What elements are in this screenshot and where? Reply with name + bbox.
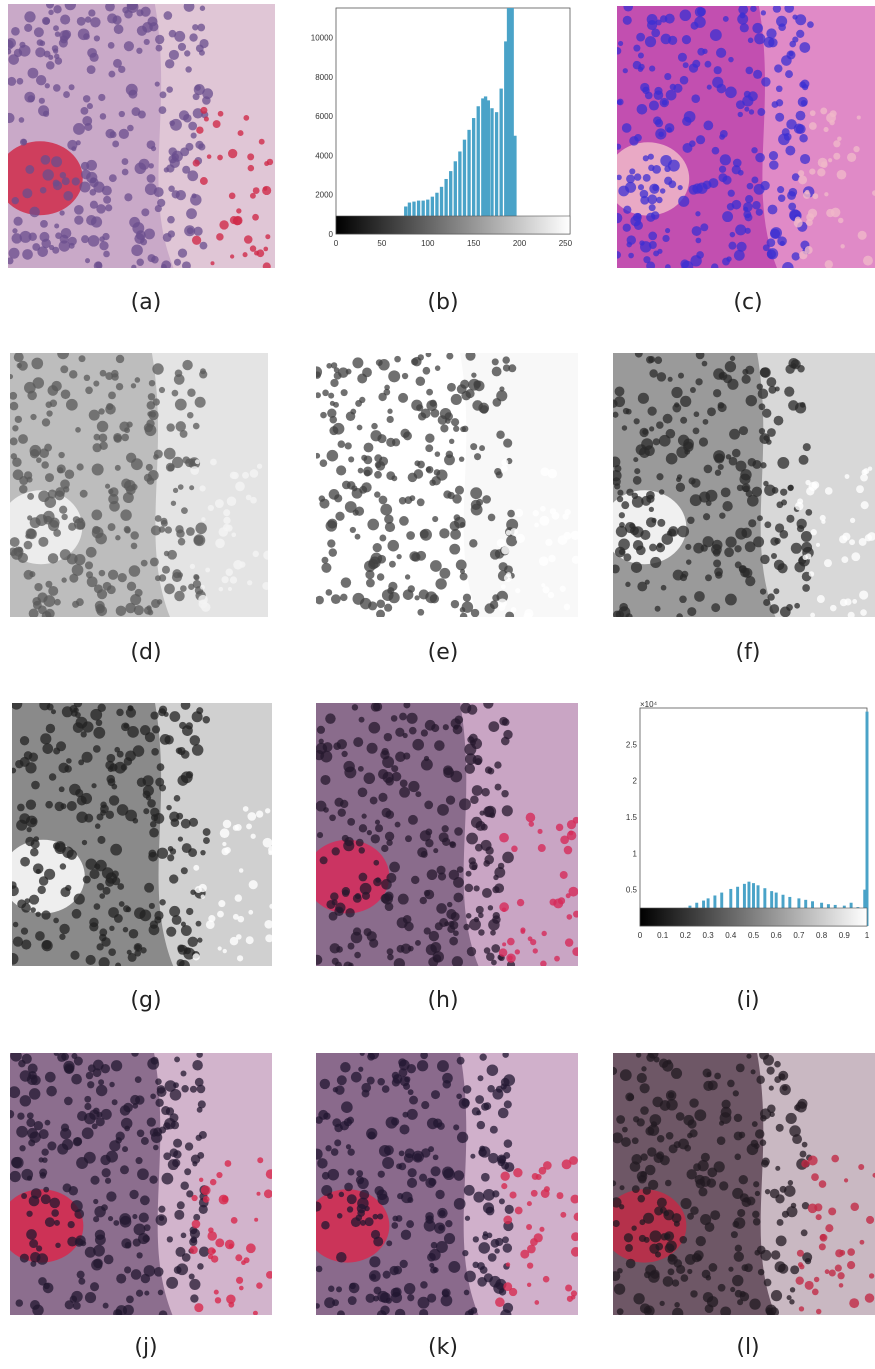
x-tick-label: 0 [638,931,643,940]
tissue-texture [613,1053,875,1315]
tissue-texture [10,1053,272,1315]
y-tick-label: 0 [329,230,334,239]
panel-l-image [613,1053,875,1315]
tissue-texture [316,353,578,617]
histogram-bar [444,178,448,234]
x-tick-label: 0 [334,239,339,248]
histogram-bar [476,106,480,234]
panel-g-image [12,703,272,966]
histogram-bar [486,100,490,234]
y-tick-label: 2000 [315,191,333,200]
histogram-bar [430,196,435,234]
caption-j: (j) [134,1335,158,1360]
panel-d-image [10,353,268,617]
histogram-bar [490,108,494,234]
x-tick-label: 0.7 [793,931,805,940]
caption-a: (a) [130,290,162,315]
caption-d: (d) [130,640,162,665]
histogram-bar [462,139,467,234]
x-tick-label: 200 [513,239,527,248]
histogram-bar [510,8,514,234]
tissue-texture [10,353,268,617]
caption-e: (e) [427,640,459,665]
y-tick-label: 6000 [315,112,333,121]
caption-i: (i) [736,988,760,1013]
panel-h-image [316,703,578,966]
histogram-bar [865,711,869,926]
histogram-bar [506,8,511,234]
x-tick-label: 150 [467,239,481,248]
panel-j-image [10,1053,272,1315]
grayscale-colorbar [639,907,868,927]
histogram-bar [508,8,513,234]
panel-b-histogram: 0 50 100 150 200 250 0 2000 4000 6000 8000 10000 [308,0,578,278]
caption-l: (l) [736,1335,760,1360]
y-tick-label: 0.5 [626,886,638,895]
tissue-texture [316,703,578,966]
histogram-bar [481,98,485,235]
y-tick-label: 10000 [311,33,334,42]
y-tick-label: 8000 [315,73,333,82]
histogram-bar [453,161,457,234]
panel-a-image [8,4,275,268]
y-tick-label: 2 [633,777,638,786]
grayscale-colorbar [335,215,571,235]
histogram-bar [756,885,760,926]
x-tick-label: 0.9 [839,931,851,940]
panel-f-image [613,353,875,617]
y-tick-label: 1.5 [626,813,638,822]
x-tick-label: 0.3 [703,931,715,940]
histogram-bar [504,41,508,235]
tissue-texture [12,703,272,966]
x-tick-label: 0.1 [657,931,669,940]
histogram-bar [449,171,453,234]
y-tick-label: 1 [633,849,638,858]
histogram-bar [483,96,488,234]
histogram-bar [763,888,767,926]
histogram-bar [467,129,471,234]
tissue-texture [8,4,275,268]
tissue-texture [613,353,875,617]
histogram-bar [499,88,503,234]
tissue-texture [316,1053,578,1315]
plot-frame [335,7,571,235]
caption-b: (b) [427,290,459,315]
tissue-texture [617,6,875,268]
y-tick-label: 4000 [315,151,333,160]
panel-i-histogram: 0 0.1 0.2 0.3 0.4 0.5 0.6 0.7 0.8 0.9 1 0.5 1 1.5 2 2.5… [612,700,875,970]
histogram-svg: 0 0.1 0.2 0.3 0.4 0.5 0.6 0.7 0.8 0.9 1 0.5 1 1.5 2 2.5… [626,700,870,940]
caption-c: (c) [733,290,763,315]
histogram-bar [736,886,740,926]
caption-h: (h) [427,988,459,1013]
histogram-bar [494,112,499,234]
histogram-bar [747,881,751,926]
x-tick-label: 100 [421,239,435,248]
x-tick-label: 0.4 [725,931,737,940]
caption-g: (g) [130,988,162,1013]
histogram-bar [439,186,444,234]
x-tick-label: 1 [865,931,870,940]
histogram-bar [752,883,755,926]
y-multiplier-label: ×10⁴ [640,700,658,709]
panel-c-image [617,6,875,268]
y-tick-label: 2.5 [626,740,638,749]
x-tick-label: 0.2 [680,931,692,940]
x-tick-label: 0.6 [771,931,783,940]
x-tick-label: 0.8 [816,931,828,940]
histogram-bar [458,151,462,234]
histogram-bar [471,118,476,234]
x-tick-label: 250 [559,239,573,248]
histogram-bar [513,135,517,234]
x-tick-label: 0.5 [748,931,760,940]
panel-k-image [316,1053,578,1315]
panel-e-image [316,353,578,617]
histogram-svg: 0 50 100 150 200 250 0 2000 4000 6000 8000 10000 [311,7,573,248]
histogram-bar [742,883,746,926]
caption-f: (f) [735,640,761,665]
x-tick-label: 50 [377,239,386,248]
histogram-bar [729,888,733,926]
histogram-bar [435,192,439,234]
caption-k: (k) [428,1335,458,1360]
